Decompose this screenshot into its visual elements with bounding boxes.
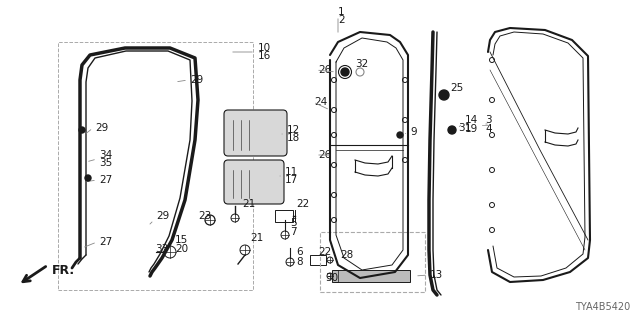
Text: 26: 26 <box>318 150 332 160</box>
Text: 31: 31 <box>458 123 471 133</box>
Text: 18: 18 <box>287 133 300 143</box>
Text: 22: 22 <box>318 247 332 257</box>
FancyBboxPatch shape <box>224 110 287 156</box>
Text: 1: 1 <box>338 7 344 17</box>
Text: 14: 14 <box>465 115 478 125</box>
Text: 11: 11 <box>285 167 298 177</box>
Text: 24: 24 <box>314 97 327 107</box>
Circle shape <box>341 68 349 76</box>
Text: 20: 20 <box>175 244 188 254</box>
Text: 19: 19 <box>465 124 478 134</box>
Text: FR.: FR. <box>52 263 75 276</box>
Text: TYA4B5420: TYA4B5420 <box>575 302 630 312</box>
Text: 2: 2 <box>338 15 344 25</box>
Bar <box>275 210 293 222</box>
Text: 33: 33 <box>155 244 168 254</box>
Text: 28: 28 <box>340 250 353 260</box>
Circle shape <box>448 126 456 134</box>
Text: 21: 21 <box>242 199 255 209</box>
Text: 29: 29 <box>156 211 169 221</box>
Text: 4: 4 <box>485 124 492 134</box>
Circle shape <box>85 175 91 181</box>
Text: 27: 27 <box>99 237 112 247</box>
Bar <box>332 270 410 282</box>
Text: 16: 16 <box>258 51 271 61</box>
Text: 25: 25 <box>450 83 463 93</box>
Text: 10: 10 <box>258 43 271 53</box>
FancyBboxPatch shape <box>224 160 284 204</box>
Text: 29: 29 <box>95 123 108 133</box>
Text: 12: 12 <box>287 125 300 135</box>
Text: 5: 5 <box>290 218 296 228</box>
Circle shape <box>397 132 403 138</box>
Text: 6: 6 <box>296 247 303 257</box>
Bar <box>58 42 253 290</box>
Text: 34: 34 <box>99 150 112 160</box>
Text: 8: 8 <box>296 257 303 267</box>
Text: 3: 3 <box>485 115 492 125</box>
Text: 7: 7 <box>290 227 296 237</box>
Bar <box>310 255 326 265</box>
Text: 35: 35 <box>99 158 112 168</box>
Text: 17: 17 <box>285 175 298 185</box>
Text: 29: 29 <box>190 75 204 85</box>
Text: 21: 21 <box>250 233 263 243</box>
Circle shape <box>79 127 85 133</box>
Text: 9: 9 <box>410 127 417 137</box>
Circle shape <box>439 90 449 100</box>
Text: 27: 27 <box>99 175 112 185</box>
Text: 32: 32 <box>355 59 368 69</box>
Text: 23: 23 <box>198 211 211 221</box>
Bar <box>320 232 425 292</box>
Text: 13: 13 <box>430 270 444 280</box>
Text: 30: 30 <box>325 273 338 283</box>
Text: 22: 22 <box>296 199 309 209</box>
Text: 15: 15 <box>175 235 188 245</box>
Text: 26: 26 <box>318 65 332 75</box>
